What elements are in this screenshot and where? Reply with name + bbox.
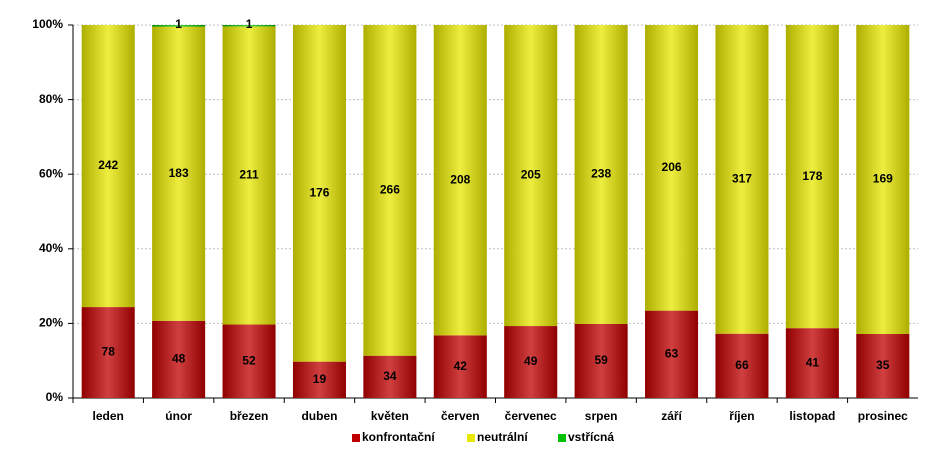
- data-label: 266: [380, 183, 400, 197]
- y-tick-label: 40%: [39, 241, 63, 255]
- data-label: 176: [309, 186, 329, 200]
- x-tick-label: únor: [165, 409, 192, 423]
- y-tick-label: 0%: [46, 390, 64, 404]
- x-tick-label: leden: [93, 409, 124, 423]
- data-label: 238: [591, 167, 611, 181]
- x-tick-label: prosinec: [858, 409, 908, 423]
- bar-shine: [152, 320, 206, 398]
- x-tick-label: březen: [230, 409, 269, 423]
- x-tick-label: srpen: [585, 409, 618, 423]
- bar-shine: [292, 361, 346, 398]
- bar-shine: [504, 326, 558, 398]
- data-label: 1: [175, 17, 182, 31]
- legend-swatch: [352, 434, 360, 442]
- bar-shine: [715, 25, 769, 334]
- y-tick-label: 20%: [39, 316, 63, 330]
- bar-shine: [433, 335, 487, 398]
- legend-swatch: [467, 434, 475, 442]
- data-label: 206: [662, 160, 682, 174]
- data-label: 34: [383, 369, 397, 383]
- data-label: 317: [732, 172, 752, 186]
- bar-shine: [81, 307, 135, 398]
- data-label: 48: [172, 352, 186, 366]
- legend-label: konfrontační: [362, 430, 435, 444]
- data-label: 66: [735, 358, 749, 372]
- data-label: 183: [169, 166, 189, 180]
- bar-shine: [856, 25, 910, 335]
- data-label: 59: [594, 353, 608, 367]
- data-label: 242: [98, 158, 118, 172]
- bar-shine: [574, 25, 628, 324]
- y-tick-label: 100%: [32, 17, 63, 31]
- bar-shine: [363, 25, 417, 356]
- bar-shine: [222, 324, 276, 398]
- x-tick-label: červen: [441, 409, 480, 423]
- x-tick-label: říjen: [729, 409, 754, 423]
- bar-shine: [222, 25, 276, 27]
- data-label: 211: [239, 168, 259, 182]
- y-tick-label: 80%: [39, 92, 63, 106]
- bar-shine: [645, 310, 699, 398]
- bar-shine: [785, 328, 839, 398]
- bar-shine: [785, 25, 839, 329]
- bar-shine: [81, 25, 135, 308]
- x-tick-label: květen: [371, 409, 409, 423]
- bar-shine: [292, 25, 346, 362]
- data-label: 19: [313, 372, 327, 386]
- data-label: 63: [665, 346, 679, 360]
- x-tick-label: duben: [301, 409, 337, 423]
- x-tick-label: září: [661, 409, 682, 423]
- bar-shine: [574, 323, 628, 398]
- bar-shine: [715, 333, 769, 398]
- bar-shine: [152, 25, 206, 27]
- data-label: 52: [242, 353, 256, 367]
- x-tick-label: listopad: [789, 409, 835, 423]
- bar-shine: [152, 26, 206, 321]
- legend-label: neutrální: [477, 430, 528, 444]
- bar-shine: [856, 334, 910, 398]
- legend-swatch: [558, 434, 566, 442]
- bar-shine: [222, 26, 276, 325]
- data-label: 35: [876, 358, 890, 372]
- data-label: 1: [246, 17, 253, 31]
- data-label: 42: [454, 359, 468, 373]
- data-label: 41: [806, 355, 820, 369]
- bar-shine: [363, 355, 417, 398]
- data-label: 78: [102, 345, 116, 359]
- bar-shine: [433, 25, 487, 336]
- legend-label: vstřícná: [568, 430, 614, 444]
- y-tick-label: 60%: [39, 166, 63, 180]
- data-label: 49: [524, 354, 538, 368]
- bar-shine: [504, 25, 558, 327]
- data-label: 178: [802, 169, 822, 183]
- bar-shine: [645, 25, 699, 311]
- x-tick-label: červenec: [505, 409, 557, 423]
- data-label: 208: [450, 172, 470, 186]
- data-label: 169: [873, 172, 893, 186]
- data-label: 205: [521, 168, 541, 182]
